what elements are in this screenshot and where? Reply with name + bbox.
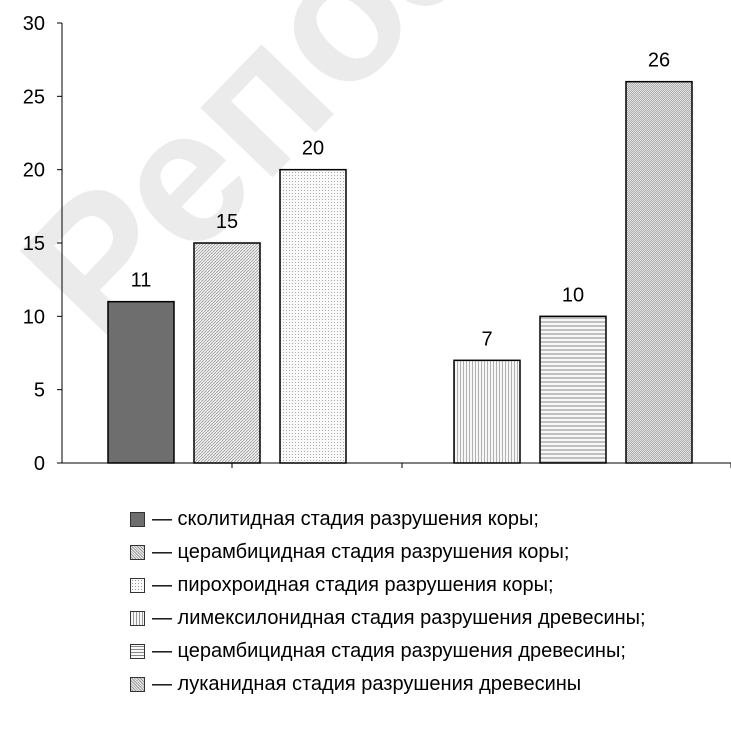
bar-value-label: 11 (131, 270, 152, 292)
legend-label: — луканидная стадия разрушения древесины (152, 673, 582, 695)
legend-label: — лимексилонидная стадия разрушения древ… (152, 607, 646, 629)
bar-value-label: 26 (648, 50, 670, 72)
bar-chart: 0 5 10 15 20 25 30 11 15 20 7 10 26 (23, 13, 731, 475)
legend-swatch-solid (130, 512, 145, 527)
legend-item: — церамбицидная стадия разрушения коры; (130, 536, 730, 569)
chart-data-labels: 11 15 20 7 10 26 (131, 50, 671, 351)
y-tick-label: 10 (23, 306, 45, 328)
legend-item: — пирохроидная стадия разрушения коры; (130, 569, 730, 602)
bar-dots (279, 168, 347, 464)
legend-item: — лимексилонидная стадия разрушения древ… (130, 602, 730, 635)
legend-item: — луканидная стадия разрушения древесины (130, 668, 730, 701)
chart-bars (107, 80, 693, 464)
legend-swatch-vertical (130, 611, 145, 626)
chart-legend: — сколитидная стадия разрушения коры; — ц… (130, 503, 730, 701)
legend-swatch-horizontal (130, 644, 145, 659)
y-tick-label: 5 (34, 380, 45, 402)
bar-value-label: 10 (562, 284, 584, 306)
bar-value-label: 20 (302, 138, 324, 160)
legend-swatch-dots (130, 578, 145, 593)
legend-item: — сколитидная стадия разрушения коры; (130, 503, 730, 536)
bar-diagonal (193, 242, 261, 464)
y-tick-label: 0 (34, 453, 45, 475)
y-tick-label: 30 (23, 13, 45, 35)
legend-swatch-dense-diagonal (130, 677, 145, 692)
bar-value-label: 7 (481, 328, 492, 350)
bar-dense-diagonal (625, 80, 693, 464)
bar-solid (107, 300, 175, 464)
legend-swatch-diagonal (130, 545, 145, 560)
y-tick-label: 15 (23, 233, 45, 255)
legend-label: — церамбицидная стадия разрушения коры; (152, 541, 570, 563)
bar-vertical (453, 359, 521, 464)
bar-value-label: 15 (216, 211, 238, 233)
legend-item: — церамбицидная стадия разрушения древес… (130, 635, 730, 668)
y-tick-label: 25 (23, 86, 45, 108)
legend-label: — пирохроидная стадия разрушения коры; (152, 574, 554, 596)
legend-label: — сколитидная стадия разрушения коры; (152, 508, 539, 530)
legend-label: — церамбицидная стадия разрушения древес… (152, 640, 626, 662)
y-tick-label: 20 (23, 160, 45, 182)
bar-horizontal (539, 315, 607, 464)
